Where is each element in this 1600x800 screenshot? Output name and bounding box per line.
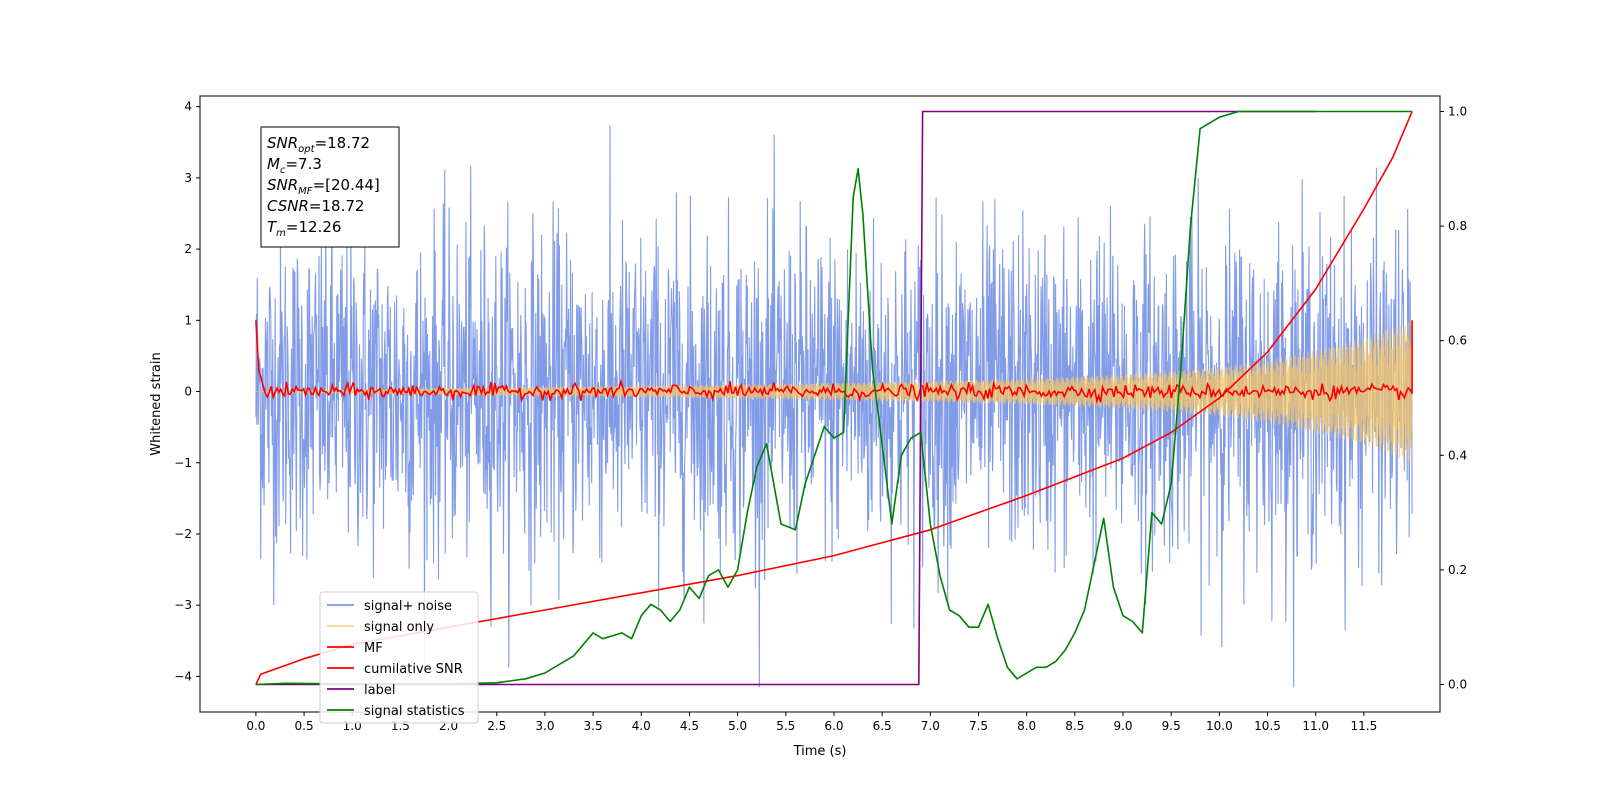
annotation-line: SNRopt=18.72 xyxy=(267,134,370,155)
annotation-line: Tm=12.26 xyxy=(267,218,341,239)
stats-annotation-box: SNRopt=18.72Mc=7.3SNRMF=[20.44]CSNR=18.7… xyxy=(260,126,400,248)
legend: signal+ noise signal only MF cumilative SNR… xyxy=(319,591,479,724)
y-tick-label: 3 xyxy=(184,171,192,185)
x-tick-label: 4.0 xyxy=(632,719,651,733)
x-tick-label: 5.5 xyxy=(776,719,795,733)
y-tick-label: −3 xyxy=(174,598,192,612)
y-right-tick-label: 0.8 xyxy=(1448,219,1467,233)
y-tick-label: 4 xyxy=(184,100,192,114)
x-tick-label: 4.5 xyxy=(680,719,699,733)
plot-frame xyxy=(199,95,1441,713)
legend-entry: signal only xyxy=(364,620,434,635)
x-tick-label: 7.0 xyxy=(921,719,940,733)
annotation-frame xyxy=(260,126,400,248)
x-tick-label: 3.0 xyxy=(535,719,554,733)
x-tick-label: 5.0 xyxy=(728,719,747,733)
legend-entry: cumilative SNR xyxy=(364,662,463,677)
series-signal-noise xyxy=(255,124,1413,688)
y-tick-label: −1 xyxy=(174,456,192,470)
x-tick-label: 11.0 xyxy=(1302,719,1329,733)
legend-frame xyxy=(319,591,479,724)
y-tick-label: 1 xyxy=(184,313,192,327)
legend-entry: label xyxy=(364,683,395,698)
y-right-tick-label: 0.4 xyxy=(1448,448,1467,462)
x-axis-label: Time (s) xyxy=(793,744,847,759)
legend-entry: signal statistics xyxy=(364,704,465,719)
y-tick-label: −2 xyxy=(174,527,192,541)
x-tick-label: 0.0 xyxy=(246,719,265,733)
x-tick-label: 11.5 xyxy=(1351,719,1378,733)
x-tick-label: 2.5 xyxy=(487,719,506,733)
y-tick-label: −4 xyxy=(174,669,192,683)
y-right-tick-label: 1.0 xyxy=(1448,104,1467,118)
y-right-tick-label: 0.0 xyxy=(1448,677,1467,691)
y-tick-label: 2 xyxy=(184,242,192,256)
x-tick-label: 10.0 xyxy=(1206,719,1233,733)
series-label xyxy=(255,110,1316,686)
series-signal-statistics xyxy=(255,110,1413,686)
annotation-line: SNRMF=[20.44] xyxy=(267,176,380,197)
x-tick-label: 9.0 xyxy=(1113,719,1132,733)
y-right-tick-label: 0.6 xyxy=(1448,334,1467,348)
x-tick-label: 6.5 xyxy=(873,719,892,733)
x-tick-label: 10.5 xyxy=(1254,719,1281,733)
x-tick-label: 8.5 xyxy=(1065,719,1084,733)
annotation-line: Mc=7.3 xyxy=(267,155,322,176)
annotation-line: CSNR=18.72 xyxy=(267,197,364,215)
y-right-tick-label: 0.2 xyxy=(1448,563,1467,577)
x-tick-label: 3.5 xyxy=(584,719,603,733)
y-tick-label: 0 xyxy=(184,385,192,399)
y-axis-label: Whitened strain xyxy=(149,352,164,455)
legend-entry: signal+ noise xyxy=(364,599,452,614)
x-tick-label: 8.0 xyxy=(1017,719,1036,733)
legend-entry: MF xyxy=(364,641,383,656)
x-tick-label: 7.5 xyxy=(969,719,988,733)
x-tick-label: 0.5 xyxy=(295,719,314,733)
x-tick-label: 9.5 xyxy=(1162,719,1181,733)
x-tick-label: 6.0 xyxy=(824,719,843,733)
